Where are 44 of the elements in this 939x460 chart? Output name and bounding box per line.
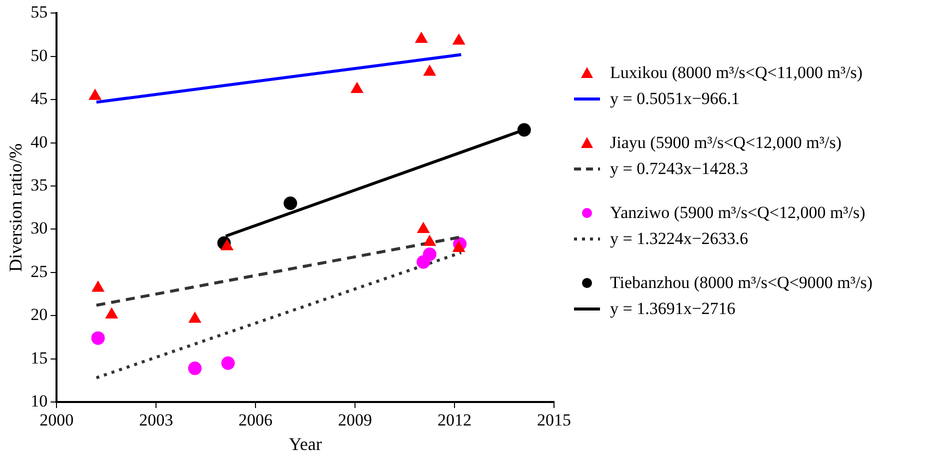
point [415, 32, 428, 43]
point [452, 34, 465, 45]
point [424, 65, 436, 76]
legend-label: y = 0.5051x−966.1 [610, 89, 740, 109]
y-tick-label: 20 [30, 305, 48, 324]
y-tick-label: 45 [30, 89, 48, 108]
y-tick-label: 55 [30, 2, 48, 22]
y-tick-label: 30 [30, 218, 48, 238]
point [351, 82, 363, 93]
y-tick-label: 35 [30, 175, 48, 194]
legend-label: y = 1.3691x−2716 [610, 299, 736, 319]
point [221, 356, 235, 370]
x-tick-label: 2000 [40, 410, 74, 430]
point [91, 331, 105, 345]
point [417, 222, 430, 233]
legend-label: Yanziwo (5900 m³/s<Q<12,000 m³/s) [610, 203, 866, 223]
point [452, 241, 465, 252]
legend-label: Jiayu (5900 m³/s<Q<12,000 m³/s) [610, 133, 842, 153]
point [221, 240, 233, 250]
y-tick-label: 40 [30, 132, 48, 152]
point [422, 248, 436, 262]
legend-label: Tiebanzhou (8000 m³/s<Q<9000 m³/s) [610, 273, 872, 293]
x-tick-label: 2009 [338, 410, 372, 430]
x-tick-label: 2006 [238, 410, 273, 430]
y-tick-label: 10 [30, 391, 48, 410]
point [188, 312, 201, 323]
point [424, 235, 436, 246]
y-tick-label: 25 [30, 262, 48, 281]
x-tick-label: 2012 [438, 410, 472, 430]
x-tick-label: 2015 [537, 410, 571, 430]
legend-label: y = 0.7243x−1428.3 [610, 159, 748, 179]
point [106, 308, 118, 318]
legend-label: Luxikou (8000 m³/s<Q<11,000 m³/s) [610, 63, 863, 83]
point [517, 123, 531, 137]
point [284, 196, 298, 210]
y-tick-label: 50 [30, 46, 48, 65]
legend-label: y = 1.3224x−2633.6 [610, 229, 748, 249]
point [89, 89, 102, 100]
x-axis-title: Year [288, 434, 322, 454]
y-axis-title: Diversion ratio/% [6, 143, 26, 272]
point [188, 362, 202, 376]
y-tick-label: 15 [30, 348, 48, 368]
point [92, 281, 104, 292]
x-tick-label: 2003 [139, 410, 174, 430]
